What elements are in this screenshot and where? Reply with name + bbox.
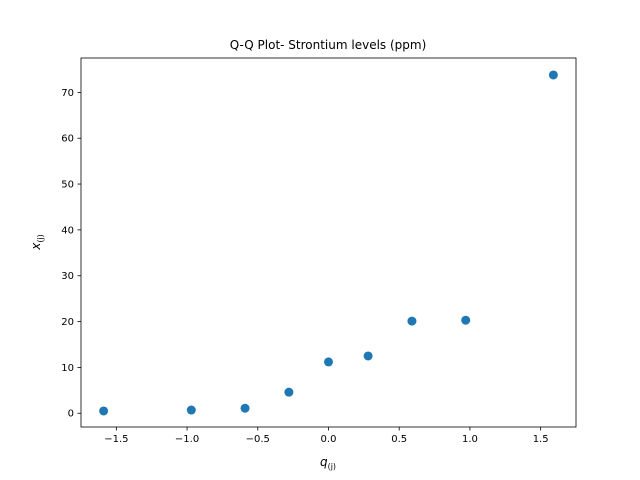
data-points (99, 70, 558, 416)
y-tick-label: 50 (61, 180, 74, 191)
y-tick-label: 20 (61, 317, 74, 328)
x-tick-label: 1.5 (533, 434, 549, 445)
y-axis-label: x(j) (29, 234, 45, 251)
y-axis-label-base: x (29, 242, 43, 251)
x-tick-label: 0.5 (391, 434, 407, 445)
y-tick-label: 70 (61, 88, 74, 99)
y-axis: 0 10 20 30 40 50 60 70 (61, 88, 81, 420)
data-point (548, 70, 558, 80)
x-tick-label: 0.0 (321, 434, 337, 445)
data-point (461, 315, 471, 325)
chart-title: Q-Q Plot- Strontium levels (ppm) (230, 38, 427, 52)
x-tick-label: −0.5 (246, 434, 270, 445)
x-axis-label-base: q (320, 455, 328, 469)
y-tick-label: 10 (61, 363, 74, 374)
y-tick-label: 60 (61, 134, 74, 145)
plot-frame (80, 57, 577, 428)
y-tick-label: 0 (68, 409, 74, 420)
data-point (240, 403, 250, 413)
y-axis-label-sub: (j) (36, 234, 45, 242)
data-point (324, 357, 333, 367)
x-axis-label-sub: (j) (328, 462, 336, 471)
data-point (284, 387, 294, 397)
y-tick-label: 40 (61, 225, 74, 236)
data-point (363, 351, 373, 361)
x-axis: −1.5 −1.0 −0.5 0.0 0.5 1.0 1.5 (104, 427, 549, 445)
x-tick-label: 1.0 (462, 434, 478, 445)
x-tick-label: −1.5 (104, 434, 128, 445)
data-point (186, 405, 196, 415)
y-tick-label: 30 (61, 271, 74, 282)
data-point (99, 406, 109, 416)
plot-area (80, 57, 577, 428)
x-tick-label: −1.0 (175, 434, 199, 445)
x-axis-label: q(j) (320, 455, 336, 471)
data-point (407, 316, 417, 326)
